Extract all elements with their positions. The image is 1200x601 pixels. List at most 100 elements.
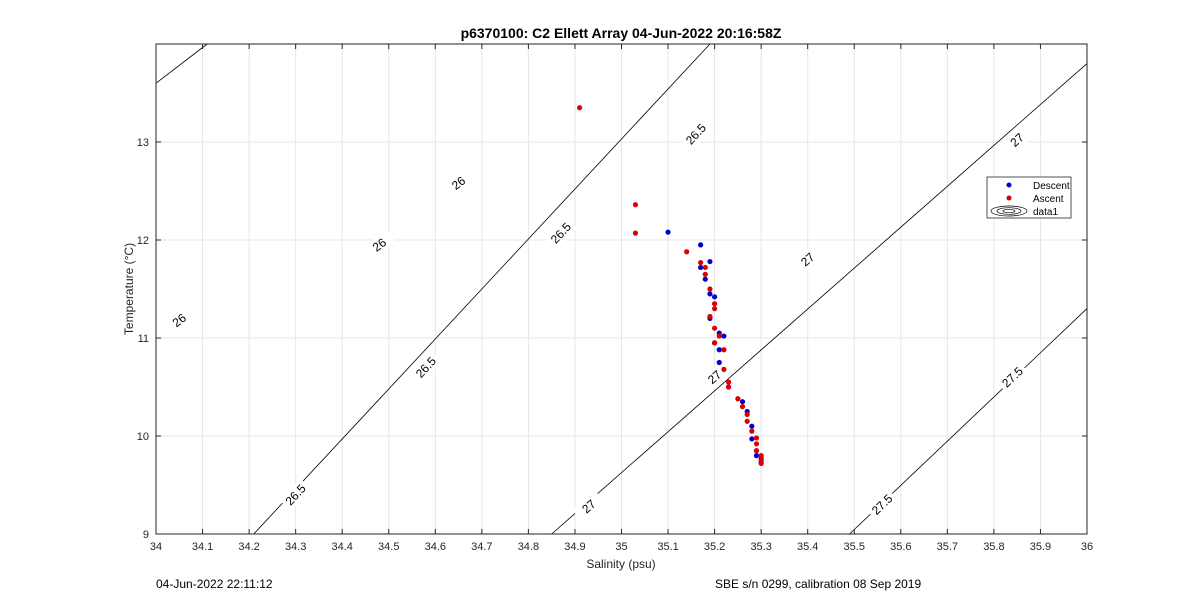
legend-marker-data1 xyxy=(990,205,1028,217)
ascent-point xyxy=(712,306,718,312)
descent-point xyxy=(707,258,713,265)
ascent-point xyxy=(753,441,760,447)
ascent-point xyxy=(716,333,722,339)
descent-point xyxy=(716,347,722,353)
y-axis-label: Temperature (°C) xyxy=(122,243,136,335)
density-contour-label-bg xyxy=(279,478,312,512)
ascent-point xyxy=(721,366,727,372)
ascent-point xyxy=(749,428,755,434)
descent-point xyxy=(698,264,704,271)
ascent-point xyxy=(758,453,764,459)
ascent-point xyxy=(712,325,718,331)
y-tick-label: 9 xyxy=(143,529,149,541)
legend-marker-ascent xyxy=(1006,195,1012,201)
x-tick-label: 35.1 xyxy=(657,541,678,553)
x-tick-label: 34.3 xyxy=(285,541,306,553)
ascent-point xyxy=(721,347,727,353)
descent-point xyxy=(702,276,708,282)
x-tick-label: 35 xyxy=(615,541,627,553)
ascent-point xyxy=(725,379,732,385)
density-contour-label-bg xyxy=(544,216,578,250)
density-contour-line xyxy=(551,63,1088,535)
ascent-point xyxy=(702,271,708,277)
x-tick-label: 34.5 xyxy=(378,541,399,553)
descent-point xyxy=(707,291,713,297)
legend-box xyxy=(986,176,1072,219)
density-contour-label-bg xyxy=(679,117,713,151)
descent-point xyxy=(665,229,671,235)
x-tick-label: 34.1 xyxy=(192,541,213,553)
x-axis-label: Salinity (psu) xyxy=(586,557,655,571)
ascent-point xyxy=(698,259,704,266)
data-points xyxy=(577,105,764,467)
x-tick-label: 34.2 xyxy=(238,541,259,553)
ascent-point xyxy=(684,249,690,255)
x-tick-label: 34 xyxy=(150,541,162,553)
density-contour-line xyxy=(253,43,711,535)
x-tick-label: 34.4 xyxy=(331,541,352,553)
density-contour-line xyxy=(155,43,208,84)
ascent-point xyxy=(712,301,718,307)
ascent-point xyxy=(707,286,713,292)
ascent-point xyxy=(632,230,639,236)
descent-point xyxy=(749,423,755,429)
ascent-point xyxy=(725,384,732,390)
ascent-point xyxy=(702,264,708,271)
density-contour-label-bg xyxy=(791,243,825,276)
density-contour-label-bg xyxy=(441,167,476,199)
x-tick-label: 34.9 xyxy=(564,541,585,553)
ascent-point xyxy=(744,411,750,418)
x-tick-label: 35.5 xyxy=(844,541,865,553)
y-tick-label: 10 xyxy=(137,431,149,443)
density-contour-label-bg xyxy=(1000,124,1034,156)
footer-timestamp: 04-Jun-2022 22:11:12 xyxy=(156,577,273,591)
y-tick-label: 13 xyxy=(137,137,149,149)
x-tick-label: 36 xyxy=(1081,541,1093,553)
legend-label-ascent: Ascent xyxy=(1033,194,1064,205)
ascent-point xyxy=(753,448,760,454)
ascent-point xyxy=(632,202,639,208)
descent-point xyxy=(753,453,760,459)
ascent-point xyxy=(744,418,750,424)
ascent-point xyxy=(712,340,718,346)
y-axis-ticks: 9 10 11 12 13 xyxy=(137,137,1087,541)
ascent-point xyxy=(753,435,760,441)
density-contour-label-bg xyxy=(572,490,606,523)
y-tick-label: 11 xyxy=(138,333,149,345)
descent-point xyxy=(749,436,755,442)
legend-label-descent: Descent xyxy=(1033,181,1070,192)
ascent-point xyxy=(707,313,713,320)
descent-point xyxy=(721,333,727,339)
ascent-point xyxy=(739,404,746,410)
legend: Descent Ascent data1 xyxy=(986,176,1072,219)
x-tick-label: 34.7 xyxy=(471,541,492,553)
descent-point xyxy=(739,399,746,405)
legend-label-data1: data1 xyxy=(1033,207,1058,218)
y-tick-label: 12 xyxy=(137,235,149,247)
density-contour-label-bg xyxy=(362,229,397,261)
x-tick-label: 35.7 xyxy=(937,541,958,553)
footer-calibration: SBE s/n 0299, calibration 08 Sep 2019 xyxy=(715,577,922,591)
x-tick-label: 35.9 xyxy=(1030,541,1051,553)
x-tick-label: 34.8 xyxy=(518,541,539,553)
ascent-point xyxy=(735,396,741,402)
descent-point xyxy=(698,242,704,248)
density-contour-label-bg xyxy=(996,361,1029,394)
descent-point xyxy=(712,294,718,300)
density-contour-label-bg xyxy=(409,350,443,384)
x-tick-label: 35.6 xyxy=(890,541,911,553)
descent-point xyxy=(716,359,722,366)
grid xyxy=(155,44,1088,535)
chart-title: p6370100: C2 Ellett Array 04-Jun-2022 20… xyxy=(461,25,782,41)
x-tick-label: 35.3 xyxy=(750,541,771,553)
ascent-point xyxy=(758,460,764,467)
x-tick-label: 35.4 xyxy=(797,541,818,553)
x-axis-ticks: 34 34.1 34.2 34.3 34.4 34.5 34.6 34.7 34.8 34.9 35… xyxy=(150,44,1093,553)
x-tick-label: 35.2 xyxy=(704,541,725,553)
legend-marker-descent xyxy=(1006,182,1012,188)
ascent-point xyxy=(577,105,583,111)
x-tick-label: 35.8 xyxy=(983,541,1004,553)
density-contour-label-bg xyxy=(162,304,197,336)
density-contour-label-bg xyxy=(865,488,899,521)
